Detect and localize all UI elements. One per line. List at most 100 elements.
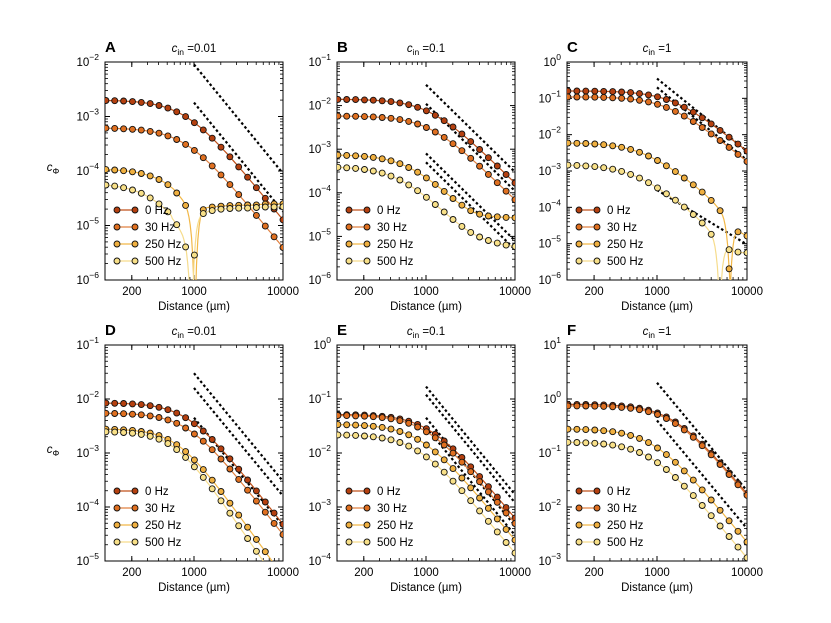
data-point — [120, 167, 128, 175]
y-tick-label: 100 — [543, 52, 561, 69]
panel-title: cin =1 — [643, 326, 672, 340]
legend-marker — [345, 223, 353, 231]
plot-area — [567, 77, 747, 280]
data-point — [190, 456, 198, 464]
data-point — [244, 523, 252, 531]
data-point — [680, 112, 688, 120]
data-point — [476, 507, 484, 515]
y-tick-label: 10−4 — [77, 161, 100, 178]
data-point — [591, 163, 599, 171]
data-point — [235, 522, 243, 530]
x-tick-label: 200 — [584, 286, 603, 298]
y-tick-label: 10−2 — [309, 443, 332, 460]
x-tick-label: 1000 — [644, 567, 670, 579]
asymptote-line — [656, 419, 747, 530]
data-point — [279, 520, 283, 528]
data-point — [137, 401, 145, 409]
data-point — [414, 120, 422, 128]
data-point — [431, 111, 439, 119]
legend-marker — [363, 206, 371, 214]
data-point — [261, 194, 269, 202]
data-point — [698, 502, 706, 509]
data-point — [235, 475, 243, 483]
panel-E: 200 1000 10000 10−4 10−3 10−2 10−1 100 Distance … — [309, 322, 531, 594]
data-point — [636, 434, 643, 442]
data-point — [217, 143, 225, 151]
data-point — [343, 431, 351, 439]
data-point — [105, 428, 110, 436]
panel-C: 200 1000 10000 10−6 10−5 10−4 10−3 10−2 10−1 100 D… — [539, 39, 763, 313]
data-point — [173, 419, 181, 427]
data-point — [671, 196, 679, 204]
x-tick-label: 10000 — [731, 567, 763, 579]
legend-label: 0 Hz — [377, 486, 401, 498]
data-point — [405, 164, 413, 171]
legend-label: 30 Hz — [145, 222, 175, 234]
legend: 0 Hz 30 Hz 250 Hz 500 Hz — [575, 486, 644, 549]
data-point — [671, 107, 679, 115]
data-point — [636, 449, 643, 456]
data-point — [137, 411, 145, 419]
y-tick-label: 10−6 — [77, 270, 100, 287]
data-point — [337, 112, 342, 120]
data-point — [414, 423, 422, 431]
data-point — [129, 125, 136, 133]
data-point — [654, 100, 661, 108]
panel-D: 200 1000 10000 10−5 10−4 10−3 10−2 10−1 Distance… — [47, 322, 299, 594]
data-point — [120, 400, 128, 407]
panel-letter: F — [567, 322, 576, 339]
data-point — [208, 476, 216, 484]
data-point — [636, 90, 643, 98]
data-point — [337, 151, 342, 159]
data-point — [352, 112, 360, 120]
data-point — [645, 98, 652, 106]
data-point — [369, 422, 377, 430]
data-point — [743, 249, 747, 257]
data-point — [493, 239, 501, 247]
data-point — [208, 436, 216, 443]
data-point — [252, 497, 260, 505]
data-point — [734, 228, 742, 236]
data-point — [396, 160, 404, 168]
data-point — [591, 439, 599, 447]
legend-marker — [345, 504, 353, 512]
panel-title: cin =0.1 — [407, 326, 445, 340]
data-point — [689, 211, 697, 218]
data-point — [449, 216, 457, 223]
data-point — [609, 88, 617, 96]
data-point — [369, 433, 377, 441]
data-point — [164, 416, 172, 424]
legend-label: 0 Hz — [145, 486, 169, 498]
data-point — [636, 406, 643, 414]
legend-marker — [363, 521, 371, 529]
data-point — [671, 458, 679, 466]
data-point — [627, 170, 635, 178]
data-point — [226, 205, 234, 212]
legend-marker — [593, 538, 601, 546]
legend-marker — [593, 240, 601, 248]
asymptote-line — [425, 394, 515, 504]
data-point — [743, 232, 747, 240]
legend-label: 0 Hz — [607, 486, 631, 498]
x-axis-label: Distance (µm) — [158, 301, 230, 313]
data-point — [182, 424, 190, 432]
data-point — [137, 126, 145, 134]
data-point — [511, 536, 515, 544]
data-point — [680, 482, 688, 490]
legend-marker — [363, 240, 371, 248]
y-axis-label: cΦ — [47, 444, 60, 458]
data-point — [645, 179, 652, 187]
legend-marker — [345, 538, 353, 546]
legend-marker — [113, 223, 121, 231]
legend-marker — [113, 521, 121, 529]
data-point — [662, 162, 670, 170]
legend-marker — [113, 240, 121, 248]
data-point — [208, 162, 216, 170]
data-point — [573, 139, 581, 147]
data-point — [173, 446, 181, 454]
data-point — [502, 213, 510, 221]
data-point — [361, 113, 368, 121]
data-point — [476, 494, 484, 502]
y-tick-label: 10−2 — [309, 96, 332, 113]
data-point — [235, 465, 243, 473]
